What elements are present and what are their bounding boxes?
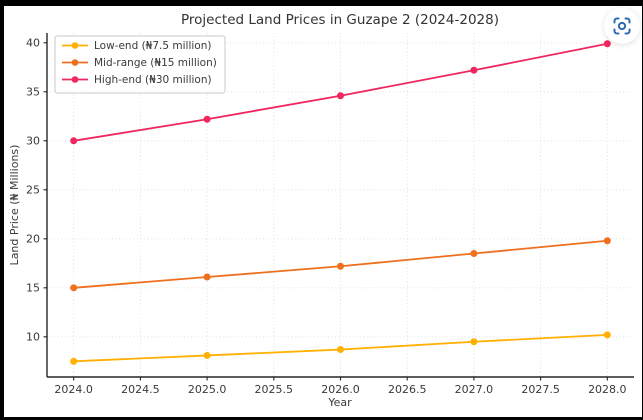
x-tick-label: 2026.0 [321, 383, 360, 396]
series-marker [337, 92, 344, 100]
series-marker [603, 40, 611, 48]
y-tick-label: 40 [26, 37, 40, 50]
x-tick-label: 2025.5 [255, 383, 294, 396]
legend: Low-end (₦7.5 million) Mid-range (₦15 mil… [54, 35, 226, 94]
y-tick-label: 10 [26, 331, 40, 344]
y-tick-label: 20 [26, 233, 40, 246]
series-marker [337, 346, 344, 354]
legend-marker-dot [71, 76, 79, 83]
x-tick-label: 2027.5 [521, 383, 560, 396]
x-tick-label: 2025.0 [188, 383, 227, 396]
x-tick-label: 2024.0 [54, 383, 93, 396]
series-marker [70, 137, 78, 145]
series-marker [70, 357, 78, 365]
y-axis-label: Land Price (₦ Millions) [8, 145, 21, 266]
legend-box [54, 35, 226, 94]
legend-item-label: Mid-range (₦15 million) [94, 57, 217, 69]
x-tick-label: 2026.5 [388, 383, 427, 396]
series-marker [70, 284, 78, 292]
legend-item-label: High-end (₦30 million) [94, 74, 212, 86]
y-tick-label: 25 [26, 184, 40, 197]
series-marker [470, 250, 478, 258]
focus-scan-icon [613, 17, 631, 35]
series-marker [203, 115, 211, 123]
legend-item-label: Low-end (₦7.5 million) [94, 40, 211, 52]
series-marker [470, 338, 478, 346]
chart-panel: 2024.0 2024.5 2025.0 2025.5 2026.0 2026.5 2027… [4, 6, 642, 417]
y-tick-label: 30 [26, 135, 40, 148]
x-tick-label: 2028.0 [588, 383, 627, 396]
series-marker [203, 273, 211, 281]
focus-button[interactable] [604, 8, 640, 44]
y-tick-label: 15 [26, 282, 40, 295]
series-marker [603, 331, 611, 339]
chart-title: Projected Land Prices in Guzape 2 (2024-… [181, 12, 499, 28]
x-tick-label: 2027.0 [455, 383, 494, 396]
y-tick-label: 35 [26, 86, 40, 99]
legend-marker-dot [71, 59, 79, 66]
series-marker [470, 66, 478, 74]
series-marker [203, 351, 211, 359]
series-marker [603, 237, 611, 245]
line-chart: 2024.0 2024.5 2025.0 2025.5 2026.0 2026.5 2027… [8, 12, 634, 409]
legend-marker-dot [71, 42, 79, 49]
x-tick-label: 2024.5 [121, 383, 160, 396]
x-axis-label: Year [327, 396, 352, 409]
series-marker [337, 262, 344, 270]
